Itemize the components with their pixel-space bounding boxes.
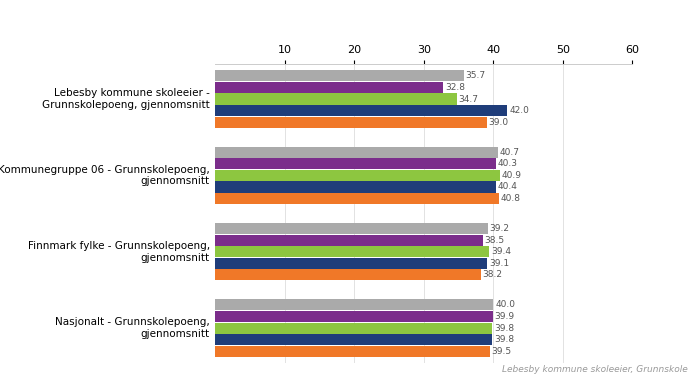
Bar xyxy=(215,193,499,204)
Bar xyxy=(215,93,457,105)
Bar xyxy=(215,181,496,192)
Bar xyxy=(215,334,492,345)
Bar xyxy=(215,258,487,269)
Bar xyxy=(215,346,490,357)
Text: 32.8: 32.8 xyxy=(445,83,465,92)
Text: 38.5: 38.5 xyxy=(485,235,505,245)
Text: 39.5: 39.5 xyxy=(492,347,512,356)
Bar xyxy=(215,235,483,246)
Bar xyxy=(215,105,507,116)
Text: 34.7: 34.7 xyxy=(459,94,478,104)
Text: 39.4: 39.4 xyxy=(491,247,511,256)
Bar xyxy=(215,311,493,322)
Bar xyxy=(215,270,481,280)
Bar xyxy=(215,117,486,128)
Bar xyxy=(215,70,464,81)
Bar xyxy=(215,82,443,93)
Text: 42.0: 42.0 xyxy=(509,106,529,115)
Text: 39.8: 39.8 xyxy=(493,335,514,344)
Text: 40.8: 40.8 xyxy=(500,194,521,203)
Text: 35.7: 35.7 xyxy=(466,71,485,80)
Text: 40.4: 40.4 xyxy=(498,183,518,192)
Bar xyxy=(215,223,488,234)
Text: 39.9: 39.9 xyxy=(495,312,514,321)
Text: 39.0: 39.0 xyxy=(488,118,508,127)
Text: 38.2: 38.2 xyxy=(483,271,502,279)
Text: Lebesby kommune skoleeier, Grunnskole: Lebesby kommune skoleeier, Grunnskole xyxy=(502,365,688,374)
Bar xyxy=(215,299,493,310)
Bar xyxy=(215,322,492,334)
Text: 39.1: 39.1 xyxy=(489,259,509,268)
Text: 40.9: 40.9 xyxy=(502,171,521,180)
Text: 40.0: 40.0 xyxy=(496,301,515,310)
Text: 40.3: 40.3 xyxy=(498,159,517,168)
Bar xyxy=(215,246,489,257)
Text: 40.7: 40.7 xyxy=(500,148,520,156)
Text: 39.2: 39.2 xyxy=(490,224,509,233)
Bar xyxy=(215,170,500,181)
Bar xyxy=(215,158,496,169)
Bar xyxy=(215,147,498,158)
Text: 39.8: 39.8 xyxy=(493,324,514,333)
